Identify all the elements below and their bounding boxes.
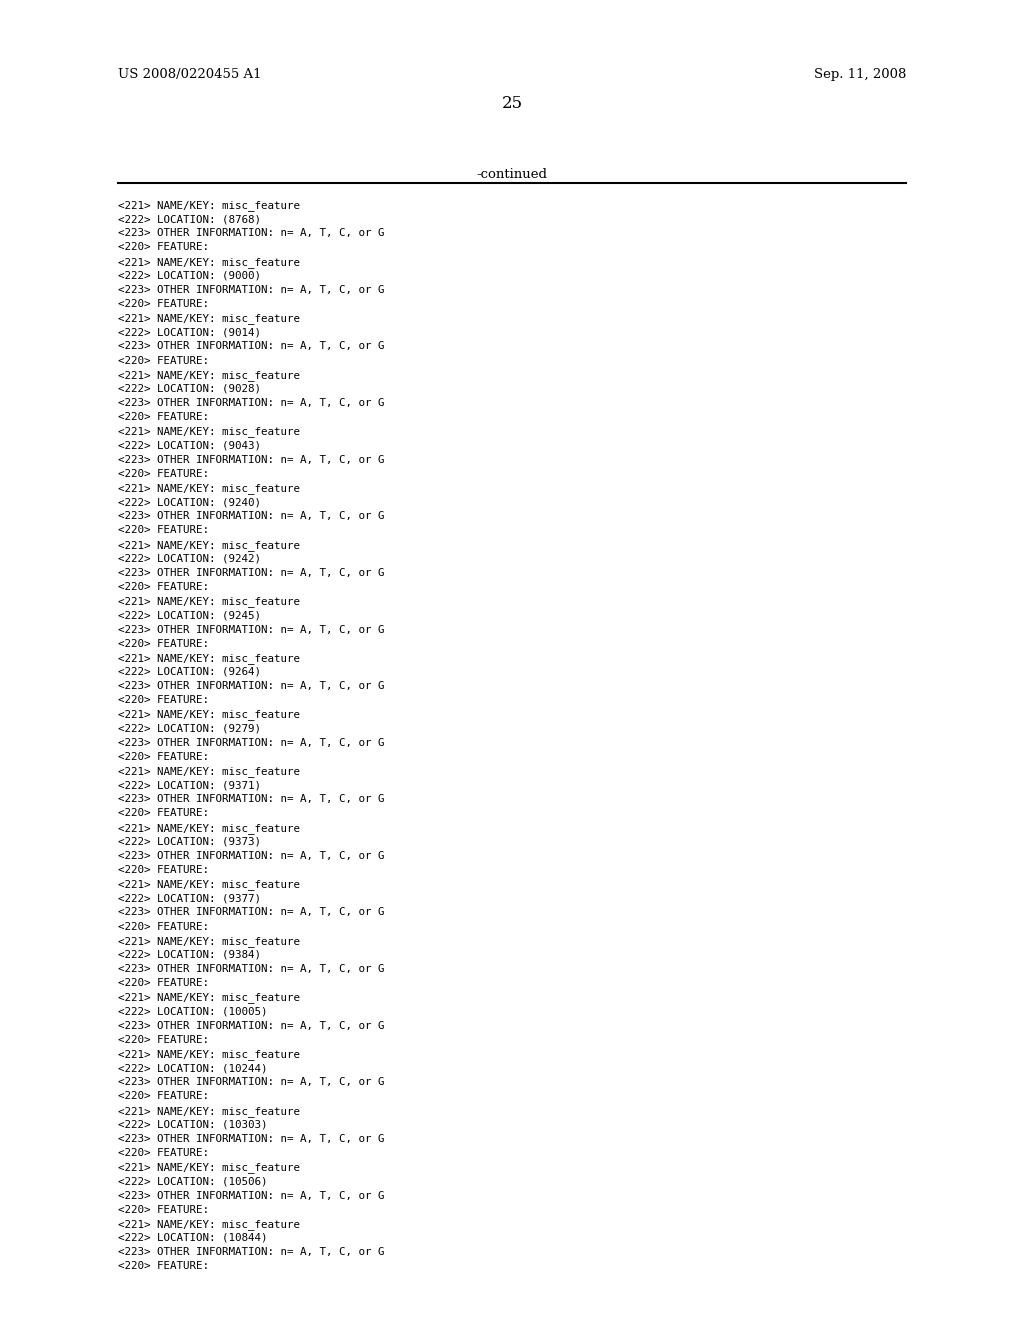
Text: <220> FEATURE:: <220> FEATURE: bbox=[118, 412, 209, 422]
Text: <222> LOCATION: (10844): <222> LOCATION: (10844) bbox=[118, 1233, 267, 1243]
Text: <220> FEATURE:: <220> FEATURE: bbox=[118, 1205, 209, 1214]
Text: <223> OTHER INFORMATION: n= A, T, C, or G: <223> OTHER INFORMATION: n= A, T, C, or … bbox=[118, 1134, 384, 1144]
Text: <223> OTHER INFORMATION: n= A, T, C, or G: <223> OTHER INFORMATION: n= A, T, C, or … bbox=[118, 964, 384, 974]
Text: <222> LOCATION: (10244): <222> LOCATION: (10244) bbox=[118, 1063, 267, 1073]
Text: <223> OTHER INFORMATION: n= A, T, C, or G: <223> OTHER INFORMATION: n= A, T, C, or … bbox=[118, 1191, 384, 1200]
Text: <223> OTHER INFORMATION: n= A, T, C, or G: <223> OTHER INFORMATION: n= A, T, C, or … bbox=[118, 511, 384, 521]
Text: <220> FEATURE:: <220> FEATURE: bbox=[118, 752, 209, 762]
Text: <221> NAME/KEY: misc_feature: <221> NAME/KEY: misc_feature bbox=[118, 426, 300, 437]
Text: <223> OTHER INFORMATION: n= A, T, C, or G: <223> OTHER INFORMATION: n= A, T, C, or … bbox=[118, 342, 384, 351]
Text: <223> OTHER INFORMATION: n= A, T, C, or G: <223> OTHER INFORMATION: n= A, T, C, or … bbox=[118, 1077, 384, 1088]
Text: <220> FEATURE:: <220> FEATURE: bbox=[118, 1092, 209, 1101]
Text: <221> NAME/KEY: misc_feature: <221> NAME/KEY: misc_feature bbox=[118, 1106, 300, 1117]
Text: <221> NAME/KEY: misc_feature: <221> NAME/KEY: misc_feature bbox=[118, 879, 300, 890]
Text: <222> LOCATION: (9242): <222> LOCATION: (9242) bbox=[118, 554, 261, 564]
Text: <223> OTHER INFORMATION: n= A, T, C, or G: <223> OTHER INFORMATION: n= A, T, C, or … bbox=[118, 681, 384, 692]
Text: <223> OTHER INFORMATION: n= A, T, C, or G: <223> OTHER INFORMATION: n= A, T, C, or … bbox=[118, 908, 384, 917]
Text: -continued: -continued bbox=[476, 168, 548, 181]
Text: <222> LOCATION: (10303): <222> LOCATION: (10303) bbox=[118, 1119, 267, 1130]
Text: <220> FEATURE:: <220> FEATURE: bbox=[118, 243, 209, 252]
Text: <221> NAME/KEY: misc_feature: <221> NAME/KEY: misc_feature bbox=[118, 370, 300, 380]
Text: <220> FEATURE:: <220> FEATURE: bbox=[118, 1035, 209, 1045]
Text: <222> LOCATION: (10506): <222> LOCATION: (10506) bbox=[118, 1176, 267, 1187]
Text: <223> OTHER INFORMATION: n= A, T, C, or G: <223> OTHER INFORMATION: n= A, T, C, or … bbox=[118, 228, 384, 239]
Text: <221> NAME/KEY: misc_feature: <221> NAME/KEY: misc_feature bbox=[118, 822, 300, 833]
Text: Sep. 11, 2008: Sep. 11, 2008 bbox=[814, 69, 906, 81]
Text: <220> FEATURE:: <220> FEATURE: bbox=[118, 978, 209, 989]
Text: <222> LOCATION: (9279): <222> LOCATION: (9279) bbox=[118, 723, 261, 734]
Text: <223> OTHER INFORMATION: n= A, T, C, or G: <223> OTHER INFORMATION: n= A, T, C, or … bbox=[118, 1020, 384, 1031]
Text: <223> OTHER INFORMATION: n= A, T, C, or G: <223> OTHER INFORMATION: n= A, T, C, or … bbox=[118, 851, 384, 861]
Text: 25: 25 bbox=[502, 95, 522, 112]
Text: <220> FEATURE:: <220> FEATURE: bbox=[118, 696, 209, 705]
Text: <221> NAME/KEY: misc_feature: <221> NAME/KEY: misc_feature bbox=[118, 1218, 300, 1230]
Text: <223> OTHER INFORMATION: n= A, T, C, or G: <223> OTHER INFORMATION: n= A, T, C, or … bbox=[118, 1247, 384, 1257]
Text: <223> OTHER INFORMATION: n= A, T, C, or G: <223> OTHER INFORMATION: n= A, T, C, or … bbox=[118, 399, 384, 408]
Text: <222> LOCATION: (9240): <222> LOCATION: (9240) bbox=[118, 498, 261, 507]
Text: <222> LOCATION: (9043): <222> LOCATION: (9043) bbox=[118, 441, 261, 450]
Text: <221> NAME/KEY: misc_feature: <221> NAME/KEY: misc_feature bbox=[118, 936, 300, 946]
Text: <222> LOCATION: (9245): <222> LOCATION: (9245) bbox=[118, 610, 261, 620]
Text: <223> OTHER INFORMATION: n= A, T, C, or G: <223> OTHER INFORMATION: n= A, T, C, or … bbox=[118, 795, 384, 804]
Text: <222> LOCATION: (9028): <222> LOCATION: (9028) bbox=[118, 384, 261, 393]
Text: <220> FEATURE:: <220> FEATURE: bbox=[118, 355, 209, 366]
Text: <223> OTHER INFORMATION: n= A, T, C, or G: <223> OTHER INFORMATION: n= A, T, C, or … bbox=[118, 285, 384, 294]
Text: <221> NAME/KEY: misc_feature: <221> NAME/KEY: misc_feature bbox=[118, 483, 300, 494]
Text: <222> LOCATION: (10005): <222> LOCATION: (10005) bbox=[118, 1007, 267, 1016]
Text: <221> NAME/KEY: misc_feature: <221> NAME/KEY: misc_feature bbox=[118, 653, 300, 664]
Text: <222> LOCATION: (9373): <222> LOCATION: (9373) bbox=[118, 837, 261, 846]
Text: <221> NAME/KEY: misc_feature: <221> NAME/KEY: misc_feature bbox=[118, 1049, 300, 1060]
Text: <220> FEATURE:: <220> FEATURE: bbox=[118, 525, 209, 536]
Text: <220> FEATURE:: <220> FEATURE: bbox=[118, 582, 209, 593]
Text: <222> LOCATION: (9264): <222> LOCATION: (9264) bbox=[118, 667, 261, 677]
Text: <221> NAME/KEY: misc_feature: <221> NAME/KEY: misc_feature bbox=[118, 993, 300, 1003]
Text: <220> FEATURE:: <220> FEATURE: bbox=[118, 1261, 209, 1271]
Text: <223> OTHER INFORMATION: n= A, T, C, or G: <223> OTHER INFORMATION: n= A, T, C, or … bbox=[118, 738, 384, 747]
Text: <222> LOCATION: (9014): <222> LOCATION: (9014) bbox=[118, 327, 261, 338]
Text: <221> NAME/KEY: misc_feature: <221> NAME/KEY: misc_feature bbox=[118, 540, 300, 550]
Text: US 2008/0220455 A1: US 2008/0220455 A1 bbox=[118, 69, 261, 81]
Text: <223> OTHER INFORMATION: n= A, T, C, or G: <223> OTHER INFORMATION: n= A, T, C, or … bbox=[118, 568, 384, 578]
Text: <222> LOCATION: (9371): <222> LOCATION: (9371) bbox=[118, 780, 261, 791]
Text: <220> FEATURE:: <220> FEATURE: bbox=[118, 469, 209, 479]
Text: <220> FEATURE:: <220> FEATURE: bbox=[118, 639, 209, 648]
Text: <222> LOCATION: (9000): <222> LOCATION: (9000) bbox=[118, 271, 261, 281]
Text: <221> NAME/KEY: misc_feature: <221> NAME/KEY: misc_feature bbox=[118, 313, 300, 325]
Text: <221> NAME/KEY: misc_feature: <221> NAME/KEY: misc_feature bbox=[118, 709, 300, 721]
Text: <222> LOCATION: (9377): <222> LOCATION: (9377) bbox=[118, 894, 261, 903]
Text: <221> NAME/KEY: misc_feature: <221> NAME/KEY: misc_feature bbox=[118, 201, 300, 211]
Text: <220> FEATURE:: <220> FEATURE: bbox=[118, 1148, 209, 1158]
Text: <221> NAME/KEY: misc_feature: <221> NAME/KEY: misc_feature bbox=[118, 256, 300, 268]
Text: <220> FEATURE:: <220> FEATURE: bbox=[118, 808, 209, 818]
Text: <220> FEATURE:: <220> FEATURE: bbox=[118, 300, 209, 309]
Text: <222> LOCATION: (9384): <222> LOCATION: (9384) bbox=[118, 950, 261, 960]
Text: <223> OTHER INFORMATION: n= A, T, C, or G: <223> OTHER INFORMATION: n= A, T, C, or … bbox=[118, 624, 384, 635]
Text: <222> LOCATION: (8768): <222> LOCATION: (8768) bbox=[118, 214, 261, 224]
Text: <220> FEATURE:: <220> FEATURE: bbox=[118, 921, 209, 932]
Text: <223> OTHER INFORMATION: n= A, T, C, or G: <223> OTHER INFORMATION: n= A, T, C, or … bbox=[118, 454, 384, 465]
Text: <221> NAME/KEY: misc_feature: <221> NAME/KEY: misc_feature bbox=[118, 1162, 300, 1173]
Text: <221> NAME/KEY: misc_feature: <221> NAME/KEY: misc_feature bbox=[118, 766, 300, 777]
Text: <220> FEATURE:: <220> FEATURE: bbox=[118, 865, 209, 875]
Text: <221> NAME/KEY: misc_feature: <221> NAME/KEY: misc_feature bbox=[118, 597, 300, 607]
